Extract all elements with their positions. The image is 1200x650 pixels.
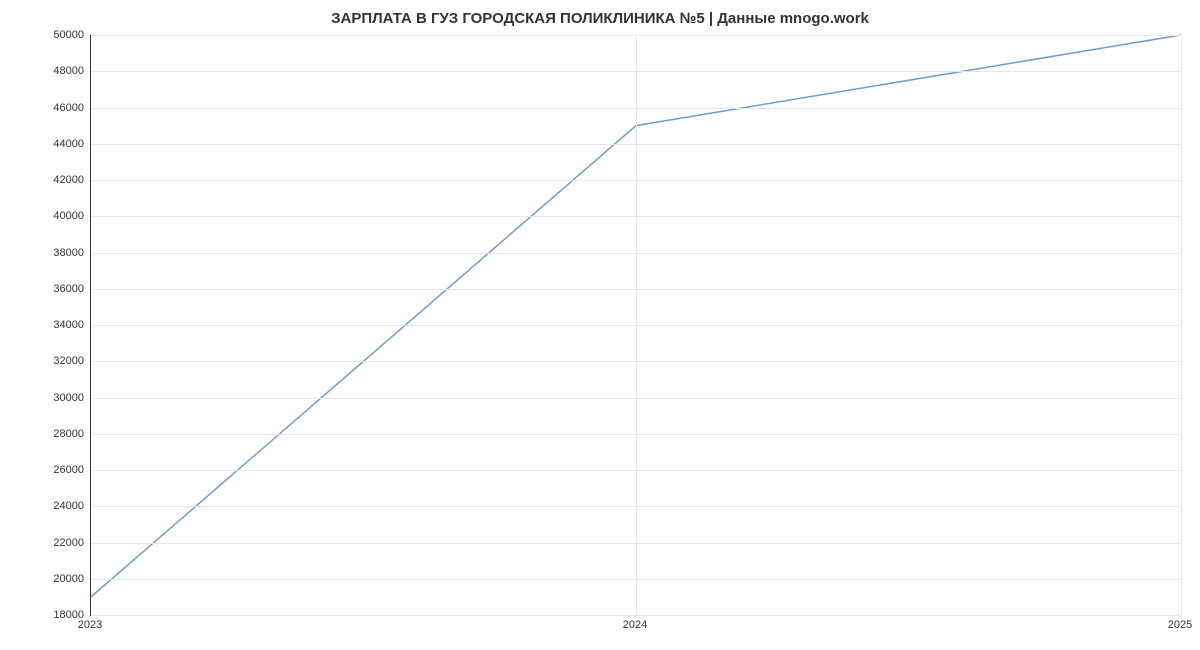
xtick-label: 2024 (623, 619, 647, 631)
ytick-label: 30000 (0, 392, 84, 404)
ytick-label: 18000 (0, 609, 84, 621)
ytick-label: 22000 (0, 537, 84, 549)
gridline-v (636, 35, 637, 615)
ytick-label: 42000 (0, 174, 84, 186)
ytick-label: 20000 (0, 573, 84, 585)
chart-title: ЗАРПЛАТА В ГУЗ ГОРОДСКАЯ ПОЛИКЛИНИКА №5 … (0, 10, 1200, 27)
ytick-label: 24000 (0, 500, 84, 512)
xtick-label: 2025 (1168, 619, 1192, 631)
ytick-label: 46000 (0, 102, 84, 114)
chart-container: ЗАРПЛАТА В ГУЗ ГОРОДСКАЯ ПОЛИКЛИНИКА №5 … (0, 0, 1200, 650)
ytick-label: 36000 (0, 283, 84, 295)
gridline-v (1181, 35, 1182, 615)
ytick-label: 44000 (0, 138, 84, 150)
ytick-label: 50000 (0, 29, 84, 41)
ytick-label: 38000 (0, 247, 84, 259)
gridline-h (91, 615, 1181, 616)
ytick-label: 28000 (0, 428, 84, 440)
ytick-label: 40000 (0, 210, 84, 222)
ytick-label: 32000 (0, 355, 84, 367)
ytick-label: 34000 (0, 319, 84, 331)
ytick-label: 48000 (0, 65, 84, 77)
plot-area (90, 35, 1181, 616)
xtick-label: 2023 (78, 619, 102, 631)
ytick-label: 26000 (0, 464, 84, 476)
